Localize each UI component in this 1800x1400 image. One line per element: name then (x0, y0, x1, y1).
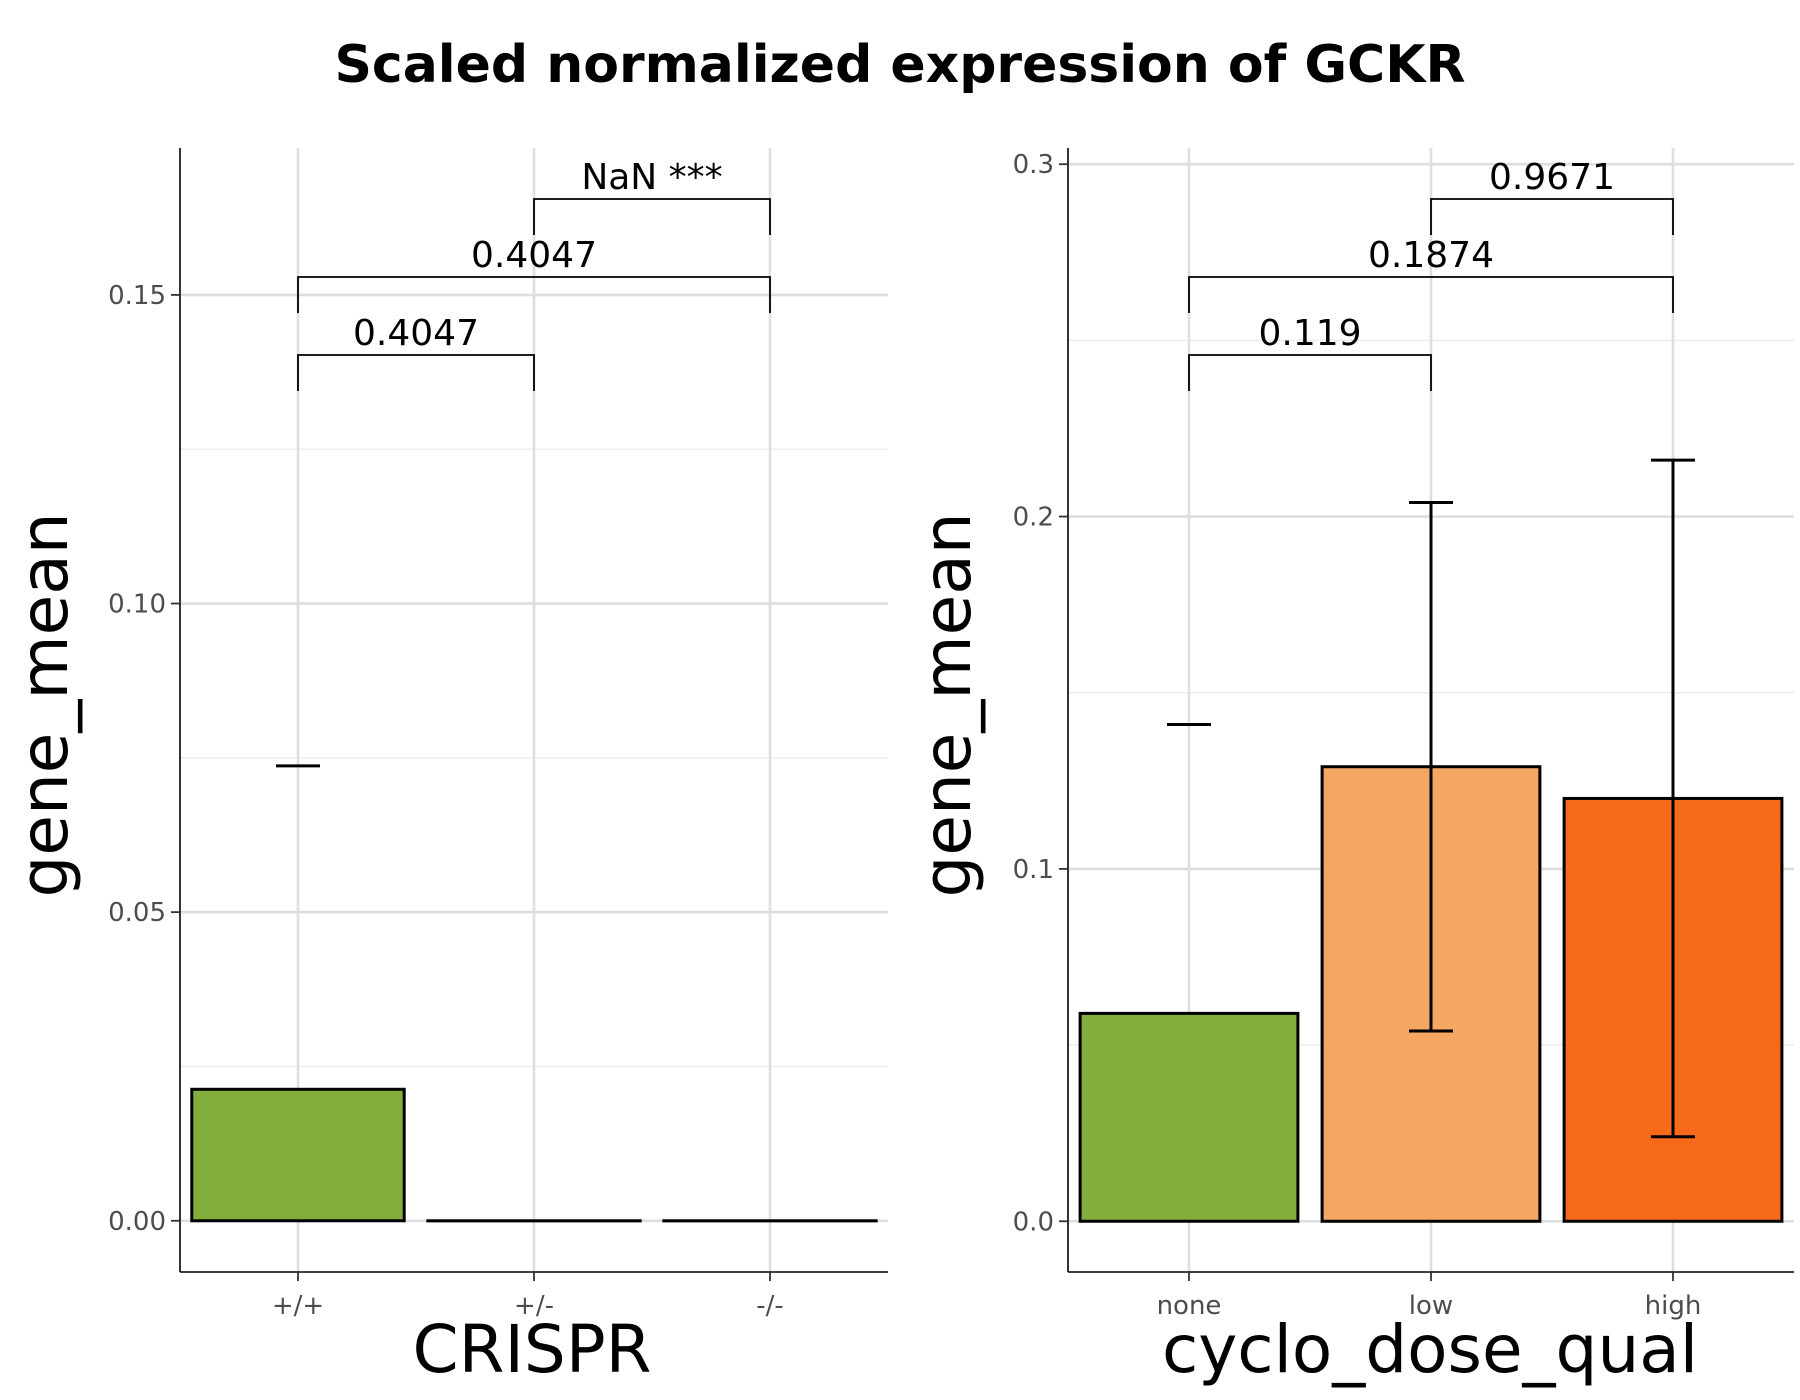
panel-1-x-tick-label: -/- (756, 1291, 784, 1321)
panel-2-y-tick-label: 0.3 (1013, 150, 1054, 180)
comparison-bracket (297, 276, 771, 313)
comparison-bracket (1188, 276, 1674, 313)
panel-2-comparison-3: 0.9671 (1430, 157, 1674, 235)
panel-1-y-tick-label: 0.10 (108, 590, 166, 620)
panel-2-bar-1 (1078, 1011, 1300, 1223)
comparison-p-value-label: 0.119 (1258, 313, 1361, 354)
cyclo-dose-panel: gene_mean cyclo_dose_qual 0.0 0.1 0.2 0.3 no… (909, 148, 1794, 1388)
comparison-p-value-label: 0.4047 (471, 235, 597, 276)
comparison-bracket (1430, 198, 1674, 235)
comparison-p-value-label: 0.4047 (353, 313, 479, 354)
panel-1-y-tick-label: 0.05 (108, 898, 166, 928)
panel-1-x-axis-title: CRISPR (413, 1311, 652, 1388)
panel-1-bar-1 (190, 1087, 406, 1223)
panel-1-comparison-2: 0.4047 (297, 235, 771, 313)
comparison-bracket (1188, 354, 1432, 391)
panel-1-x-tick-label: +/- (514, 1291, 554, 1321)
panel-2-y-axis-title: gene_mean (909, 512, 986, 897)
panel-2-x-tick-label: low (1409, 1291, 1453, 1321)
panel-2-x-axis-title: cyclo_dose_qual (1162, 1311, 1698, 1388)
panel-2-y-tick-label: 0.1 (1013, 855, 1054, 885)
panel-1-y-tick-label: 0.00 (108, 1207, 166, 1237)
panel-2-error-bar-3 (1651, 458, 1695, 1139)
panel-2-comparison-1: 0.119 (1188, 313, 1432, 391)
panel-1-y-tick-label: 0.15 (108, 281, 166, 311)
panel-2-x-tick-label: high (1645, 1291, 1702, 1321)
panel-1-comparison-1: 0.4047 (297, 313, 535, 391)
panel-2-x-tick-label: none (1157, 1291, 1222, 1321)
comparison-p-value-label: 0.9671 (1489, 157, 1615, 198)
panel-2-comparison-2: 0.1874 (1188, 235, 1674, 313)
comparison-bracket (297, 354, 535, 391)
comparison-p-value-label: NaN *** (581, 157, 722, 198)
panel-2-y-tick-label: 0.2 (1013, 503, 1054, 533)
panel-1-y-axis-title: gene_mean (6, 512, 83, 897)
panel-1-x-tick-label: +/+ (272, 1291, 324, 1321)
figure-title: Scaled normalized expression of GCKR (334, 35, 1465, 95)
panel-2-error-bar-2 (1409, 500, 1453, 1033)
panel-2-y-tick-label: 0.0 (1013, 1207, 1054, 1237)
comparison-bracket (533, 198, 771, 235)
panel-1-comparison-3: NaN *** (533, 157, 771, 235)
comparison-p-value-label: 0.1874 (1368, 235, 1494, 276)
crispr-panel: gene_mean CRISPR 0.00 0.05 0.10 0.15 +/+ +/- -… (6, 148, 888, 1388)
